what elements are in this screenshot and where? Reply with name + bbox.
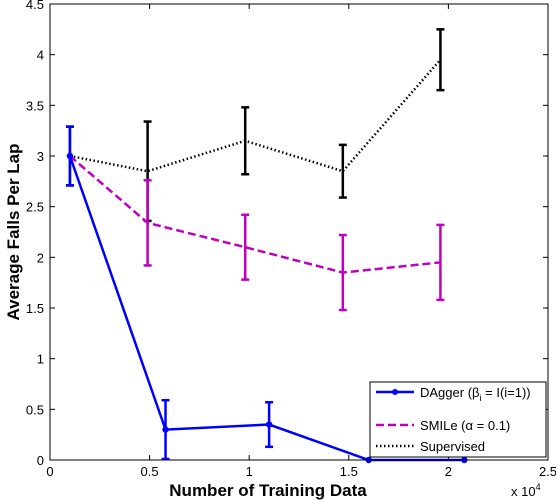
series-1 xyxy=(69,155,445,312)
y-tick-label: 3.5 xyxy=(26,98,44,113)
x-multiplier-exp: 4 xyxy=(536,482,541,492)
y-tick-label: 1.5 xyxy=(26,301,44,316)
legend-label-smile: SMILe (α = 0.1) xyxy=(420,418,510,433)
x-multiplier-base: x 10 xyxy=(511,484,536,499)
legend-label-dagger: DAgger (βi = I(i=1)) xyxy=(420,385,531,403)
series-line xyxy=(69,58,442,173)
y-tick-labels: 0 0.5 1 1.5 2 2.5 3 3.5 4 4.5 xyxy=(26,0,44,468)
x-tick-label: 0 xyxy=(46,464,53,479)
x-tick-labels: 0 0.5 1 1.5 2 2.5 xyxy=(46,464,556,479)
plot-frame xyxy=(49,3,549,461)
series-line xyxy=(69,155,441,274)
x-tick-label: 1.5 xyxy=(340,464,358,479)
data-point xyxy=(66,152,74,160)
y-tick-label: 2 xyxy=(37,250,44,265)
y-tick-label: 4.5 xyxy=(26,0,44,12)
x-tick-label: 2 xyxy=(445,464,452,479)
y-axis-label: Average Falls Per Lap xyxy=(4,143,23,320)
y-tick-label: 0 xyxy=(37,453,44,468)
x-tick-label: 1 xyxy=(246,464,253,479)
y-tick-label: 2.5 xyxy=(26,200,44,215)
y-tick-label: 4 xyxy=(37,48,44,63)
x-axis-label: Number of Training Data xyxy=(169,481,367,500)
y-tick-label: 3 xyxy=(37,149,44,164)
y-tick-label: 1 xyxy=(37,352,44,367)
data-point xyxy=(162,426,169,433)
data-point xyxy=(265,421,273,428)
legend-label-supervised: Supervised xyxy=(420,439,485,454)
legend-marker-dagger xyxy=(392,389,398,395)
legend: DAgger (βi = I(i=1)) SMILe (α = 0.1) Sup… xyxy=(369,381,547,458)
x-tick-label: 0.5 xyxy=(141,464,159,479)
x-tick-label: 2.5 xyxy=(539,464,556,479)
x-multiplier: x 104 xyxy=(511,482,541,499)
legend-box xyxy=(369,381,547,458)
y-tick-label: 0.5 xyxy=(26,402,44,417)
